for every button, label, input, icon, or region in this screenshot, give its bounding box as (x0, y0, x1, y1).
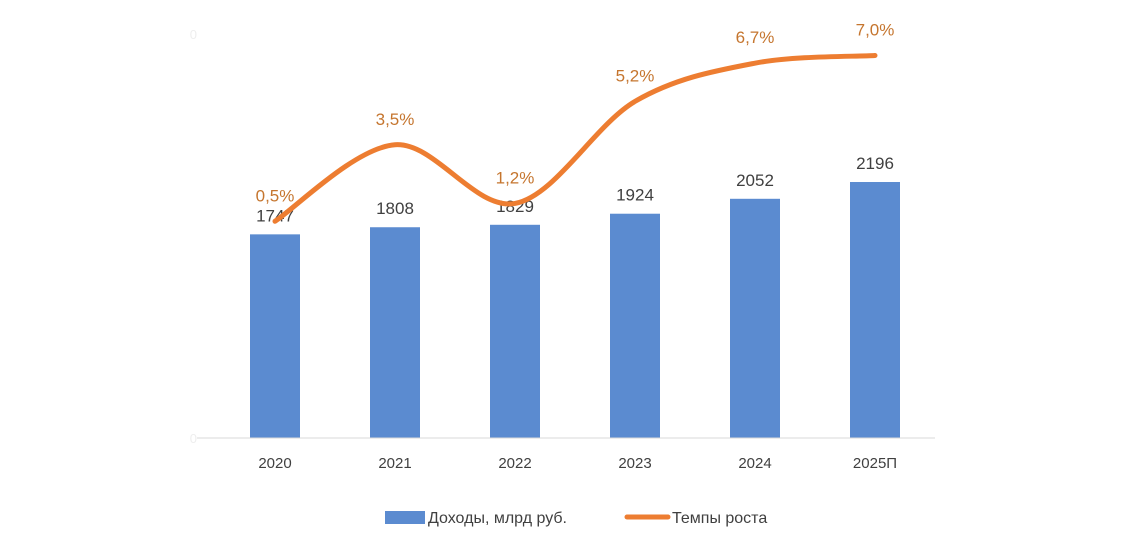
x-label-2023: 2023 (618, 455, 651, 472)
x-label-2025П: 2025П (853, 455, 897, 472)
bar-2020 (250, 234, 300, 438)
bar-label-2025П: 2196 (856, 154, 894, 173)
bar-label-2021: 1808 (376, 199, 414, 218)
legend-bar-swatch (385, 511, 425, 524)
bar-label-2023: 1924 (616, 186, 654, 205)
bar-2025П (850, 182, 900, 438)
bar-2021 (370, 227, 420, 438)
y-tick-label: 0 (190, 431, 197, 446)
bar-label-2024: 2052 (736, 171, 774, 190)
x-label-2022: 2022 (498, 455, 531, 472)
rate-label-2020: 0,5% (256, 186, 295, 205)
rate-label-2021: 3,5% (376, 110, 415, 129)
rate-label-2023: 5,2% (616, 66, 655, 85)
line-data-labels: 0,5% 3,5% 1,2% 5,2% 6,7% 7,0% (256, 21, 895, 206)
y-tick-label: 0 (190, 27, 197, 42)
y-axis-ticks: 00 (190, 27, 197, 446)
x-label-2020: 2020 (258, 455, 291, 472)
growth-rate-line (272, 53, 878, 224)
bar-2024 (730, 198, 780, 438)
legend: Доходы, млрд руб. Темпы роста (385, 510, 767, 527)
x-label-2021: 2021 (378, 455, 411, 472)
x-axis-labels: 2020 2021 2022 2023 2024 2025П (258, 455, 897, 472)
rate-label-2025П: 7,0% (856, 21, 895, 40)
legend-line-label: Темпы роста (672, 510, 767, 527)
bar-2022 (490, 224, 540, 438)
legend-bar-label: Доходы, млрд руб. (428, 510, 567, 527)
rate-label-2024: 6,7% (736, 28, 775, 47)
x-label-2024: 2024 (738, 455, 771, 472)
bar-2023 (610, 213, 660, 438)
bar-series (250, 182, 900, 438)
rate-label-2022: 1,2% (496, 168, 535, 187)
